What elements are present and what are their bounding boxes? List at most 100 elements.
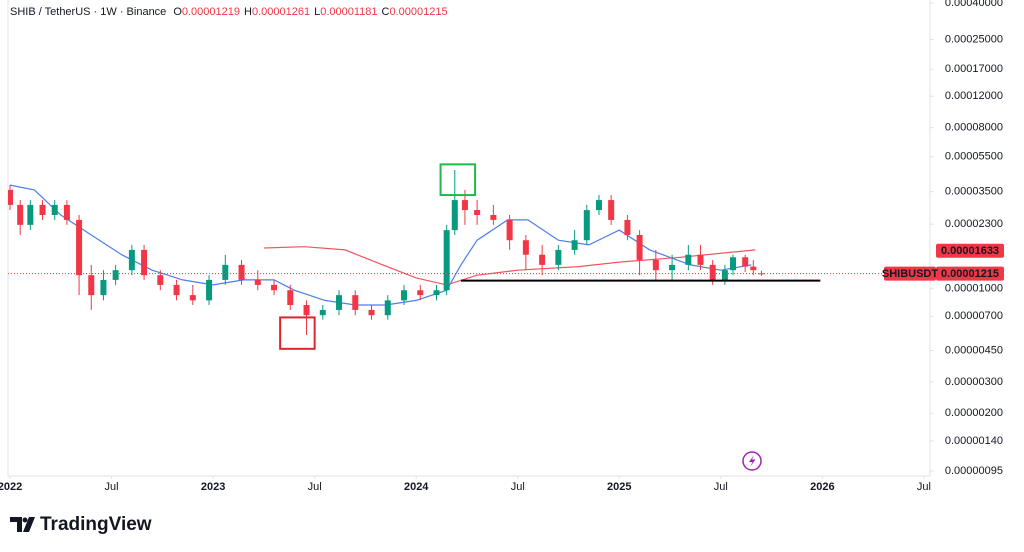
x-tick-label: Jul [714, 481, 728, 493]
candle-body [571, 240, 578, 250]
x-tick-label: Jul [511, 481, 525, 493]
x-tick-label: Jul [105, 481, 119, 493]
y-tick-label: 0.00005500 [945, 151, 1003, 163]
y-tick-label: 0.00001000 [945, 283, 1003, 295]
highlight-box [439, 163, 477, 197]
y-tick-label: 0.00012000 [945, 90, 1003, 102]
ohlc-key: C [382, 6, 390, 18]
candle-body [522, 240, 529, 255]
x-tick-label: Jul [917, 481, 931, 493]
x-tick-label: 2025 [607, 481, 631, 493]
ohlc-legend: SHIB / TetherUS · 1W · Binance O0.0000121… [10, 6, 448, 18]
price-tag [936, 266, 1004, 281]
candle-body [461, 200, 468, 211]
highlight-box [279, 316, 316, 350]
x-tick-label: 2024 [404, 481, 429, 493]
candle-body [555, 249, 562, 265]
x-tick-label: 2026 [810, 481, 834, 493]
candle-body [595, 200, 602, 211]
candle-body [685, 254, 692, 265]
candle-body [63, 204, 70, 220]
candle-body [51, 204, 58, 215]
candle-body [112, 270, 119, 280]
price-tag-label: 0.00001633 [941, 245, 999, 257]
candle-body [222, 264, 229, 280]
brand-name: TradingView [40, 514, 152, 535]
candle-body [368, 309, 375, 316]
candle-body [608, 200, 615, 220]
ohlc-value: 0.00001181 [320, 6, 377, 18]
y-tick-label: 0.00002300 [945, 218, 1003, 230]
candle-body [709, 264, 716, 280]
y-tick-label: 0.00000450 [945, 344, 1003, 356]
price-tag [936, 243, 1004, 258]
candle-body [490, 214, 497, 220]
candle-body [506, 219, 513, 241]
moving-average [263, 246, 756, 286]
candle-body [157, 275, 164, 285]
plot-area [8, 163, 930, 350]
symbol-tag [884, 266, 936, 281]
candle-body [624, 219, 631, 236]
x-tick-label: Jul [308, 481, 322, 493]
logo[interactable]: TradingView [10, 514, 152, 535]
candle-body [433, 290, 440, 296]
candle-body [173, 284, 180, 296]
symbol-tag-label: SHIBUSDT [882, 268, 939, 280]
y-tick-label: 0.00000095 [945, 465, 1003, 477]
y-tick-label: 0.00000140 [945, 435, 1003, 447]
candle-body [206, 279, 213, 301]
candle-body [750, 266, 757, 271]
candle-body [238, 264, 245, 280]
candle-body [669, 264, 676, 271]
lightning-icon[interactable] [742, 451, 762, 471]
candle-body [128, 249, 135, 271]
candle-body [539, 254, 546, 265]
candle-body [303, 304, 310, 316]
candle-body [88, 275, 95, 296]
candle-body [39, 204, 46, 215]
y-tick-label: 0.00000700 [945, 310, 1003, 322]
ohlc-key: O [173, 6, 182, 18]
candle-body [76, 219, 83, 276]
symbol: SHIB / TetherUS · 1W · Binance [10, 6, 166, 18]
candle-body [417, 290, 424, 296]
candle-body [141, 249, 148, 276]
candle-body [443, 230, 450, 291]
price-tag-label: 0.00001215 [941, 268, 999, 280]
x-tick-label: 2022 [0, 481, 22, 493]
x-tick-label: 2023 [201, 481, 225, 493]
candle-body [384, 300, 391, 316]
y-tick-label: 0.00003500 [945, 186, 1003, 198]
candle-body [401, 290, 408, 301]
y-tick-label: 0.00040000 [945, 0, 1003, 9]
axes: 0.00040000 0.00025000 0.00017000 0.00012000… [0, 0, 1004, 493]
candle-body [319, 309, 326, 316]
candle-body [652, 259, 659, 271]
candle-body [100, 279, 107, 296]
y-tick-label: 0.00025000 [945, 33, 1003, 45]
ohlc-value: 0.00001261 [252, 6, 310, 18]
y-tick-label: 0.00000200 [945, 407, 1003, 419]
candle-body [271, 284, 278, 291]
candle-body [17, 204, 24, 225]
candle-body [27, 204, 34, 225]
candle-body [8, 189, 14, 205]
candle-body [336, 295, 343, 310]
ohlc-value: 0.00001219 [182, 6, 240, 18]
ohlc-key: H [244, 6, 252, 18]
y-tick-label: 0.00000300 [945, 376, 1003, 388]
ohlc-value: 0.00001215 [389, 6, 447, 18]
candle-body [352, 295, 359, 310]
ohlc-key: L [314, 6, 320, 18]
candle-body [254, 279, 261, 285]
candle-body [451, 200, 458, 231]
candle-body [287, 290, 294, 305]
candle-body [189, 295, 196, 301]
candle-body [730, 257, 737, 271]
candle-body [742, 257, 749, 267]
candle-body [721, 270, 728, 280]
y-tick-label: 0.00017000 [945, 63, 1003, 75]
candle-body [474, 210, 481, 215]
